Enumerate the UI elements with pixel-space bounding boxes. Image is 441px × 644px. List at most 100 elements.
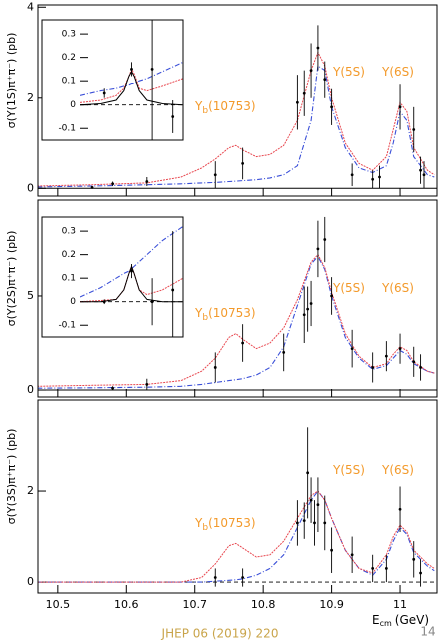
annotation: Υ(5S) (332, 281, 365, 295)
fit-curve (38, 490, 435, 583)
data-point (419, 571, 422, 575)
data-point (295, 521, 299, 525)
y-tick-label: 0.2 (62, 250, 76, 260)
data-point (295, 100, 299, 104)
annotation-tail: (10753) (208, 99, 256, 113)
panel: 0 2 10.5 10.6 10.7 10.8 10.9 11 σ(Υ(3S)π⁺π⁻) (pb… (5, 399, 438, 628)
data-point (302, 519, 306, 523)
data-point (145, 382, 149, 386)
annotation-text: Υ(5S) (332, 65, 365, 79)
data-point (422, 173, 426, 177)
annotation-text: Υ(5S) (332, 281, 365, 295)
data-point (90, 186, 94, 189)
data-point (102, 300, 106, 304)
data-point (398, 105, 402, 109)
data-point (241, 341, 245, 345)
background-curve (38, 255, 435, 389)
data-point (145, 180, 149, 183)
fit-curve (38, 51, 435, 187)
data-point (302, 313, 306, 317)
data-point (111, 386, 114, 390)
data-point (213, 173, 217, 177)
y-tick-label: 0.1 (62, 274, 76, 284)
annotation: Yb(10753) (194, 99, 256, 116)
y-tick-label: 0 (70, 100, 76, 110)
x-label-unit: (GeV) (395, 613, 429, 627)
y-tick-label: 4 (27, 0, 34, 13)
data-point (316, 46, 320, 50)
x-axis-label: Ecm (GeV) (372, 613, 429, 628)
data-point (323, 238, 327, 241)
data-point (309, 498, 313, 502)
plot-frame (37, 199, 438, 398)
data-point (378, 175, 381, 179)
y-tick-label: 0.3 (62, 30, 76, 40)
annotation-text: Υ(6S) (381, 281, 414, 295)
y-tick-label: 2 (27, 484, 34, 497)
data-point (330, 548, 334, 552)
annotation-text: Y (194, 99, 203, 113)
fit-curve (38, 253, 435, 387)
y-tick-label: -0.1 (58, 321, 76, 331)
data-point (412, 360, 416, 364)
data-point (241, 576, 245, 579)
data-point (316, 503, 320, 507)
data-point (313, 521, 316, 525)
data-point (330, 294, 334, 298)
annotation-sub: b (202, 523, 208, 533)
annotation-text: Y (194, 306, 203, 320)
data-point (306, 307, 310, 311)
data-point (419, 366, 422, 369)
y-tick-label: 0 (70, 297, 76, 307)
inset: 0.3 0.2 0.1 0 -0.1 (41, 19, 184, 141)
y-tick-label: -0.1 (58, 124, 76, 134)
data-point (213, 366, 217, 369)
y-axis-label: σ(Υ(3S)π⁺π⁻) (pb) (5, 429, 18, 525)
inset-frame (41, 216, 184, 338)
x-tick-label: 10.6 (114, 598, 139, 611)
data-point (330, 105, 334, 109)
annotation-tail: (10753) (208, 516, 256, 530)
data-point (398, 507, 402, 511)
data-point (102, 91, 106, 95)
inset-frame (41, 19, 184, 141)
y-tick-label: 0 (27, 575, 34, 588)
data-point (412, 557, 416, 561)
panel: 0 2 4 σ(Υ(1S)π⁺π⁻) (pb) Yb(10753) Υ(5S) Υ(6S) (5, 0, 438, 197)
data-point (371, 177, 375, 181)
y-tick-label: 0.3 (62, 227, 76, 237)
citation: JHEP 06 (2019) 220 (161, 627, 279, 641)
data-point (350, 347, 354, 351)
data-point (398, 347, 402, 351)
data-point (350, 173, 354, 177)
x-label-main: E (372, 613, 380, 627)
y-tick-label: 0 (27, 383, 34, 396)
x-label-sub: cm (380, 619, 392, 628)
annotation-tail: (10753) (208, 306, 256, 320)
annotation-sub: b (202, 106, 208, 116)
annotation-text: Y (194, 516, 203, 530)
panel: 0 5 σ(Υ(2S)π⁺π⁻) (pb) Yb(10753) Υ(5S) Υ(6S) (5, 199, 438, 398)
annotation-sub: b (202, 313, 208, 323)
data-point (111, 182, 114, 186)
y-tick-label: 2 (27, 91, 34, 104)
data-point (419, 168, 422, 172)
y-axis-label: σ(Υ(2S)π⁺π⁻) (pb) (5, 231, 18, 327)
data-point (323, 78, 327, 82)
x-tick-label: 10.7 (182, 598, 207, 611)
y-tick-label: 0.1 (62, 77, 76, 87)
data-point (306, 471, 310, 475)
data-point (309, 302, 313, 305)
background-curve (38, 490, 435, 583)
inset: 0.3 0.2 0.1 0 -0.1 (41, 216, 184, 338)
data-point (130, 269, 133, 273)
data-point (371, 567, 375, 570)
y-axis-label: σ(Υ(1S)π⁺π⁻) (pb) (5, 33, 18, 129)
data-point (241, 162, 245, 165)
data-point (171, 115, 175, 118)
background-curve (38, 65, 435, 188)
y-tick-label: 0.2 (62, 53, 76, 63)
annotation-text: Υ(6S) (381, 463, 414, 477)
annotation: Υ(5S) (332, 65, 365, 79)
